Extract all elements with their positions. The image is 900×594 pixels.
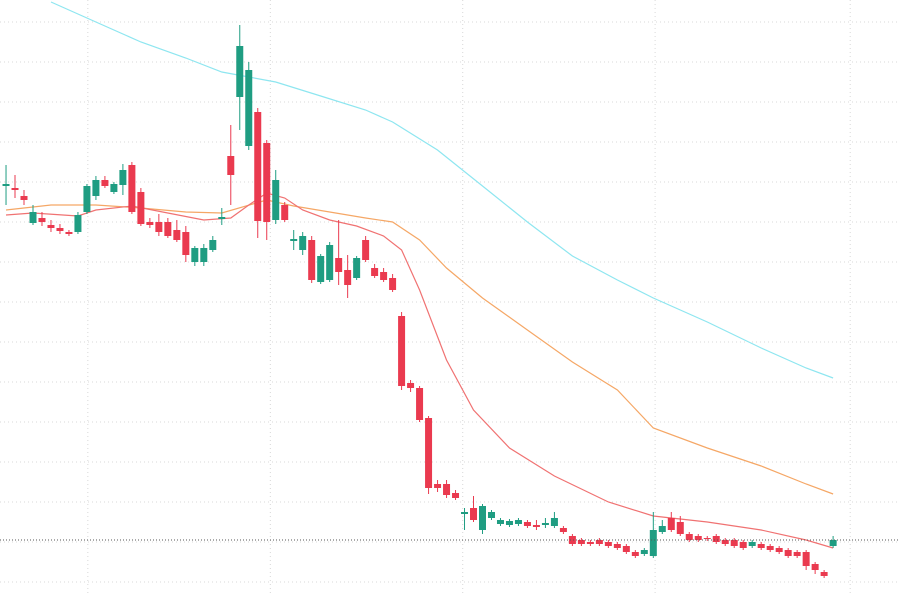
candle-body [559,528,567,532]
candle-body [182,232,190,255]
candle-body [487,512,495,518]
candle-body [344,270,352,285]
candle-body [254,112,262,221]
candle-body [290,239,298,241]
candle-body [739,542,747,548]
candle-body [802,552,810,566]
candle-body [191,248,199,262]
candle-body [173,230,181,240]
candle-body [398,316,406,386]
candle-body [649,530,657,556]
candle-body [137,192,145,224]
candle-body [784,550,792,556]
candle-body [389,278,397,290]
candle-body [335,258,343,272]
candle-body [362,240,370,260]
candle-body [209,240,217,250]
candle-body [74,215,82,232]
candle-body [550,518,558,526]
candle-body [640,550,648,554]
candle-body [514,520,522,524]
candle-body [829,540,837,546]
candle-body [155,222,163,232]
candle-body [164,222,172,236]
candle-body [65,232,73,234]
candle-body [478,506,486,530]
candle-body [523,522,531,526]
candle-body [631,552,639,556]
candle-body [380,272,388,280]
candle-body [676,522,684,534]
candle-body [245,70,253,146]
candle-body [505,521,513,525]
candle-body [101,180,109,186]
moving-average-line [5,199,834,495]
candle-body [29,212,37,223]
candle-body [685,534,693,540]
candle-body [416,388,424,420]
candle-body [586,542,594,544]
candle-body [452,493,460,498]
candle-body [272,180,280,220]
candle-body [83,186,91,212]
candle-body [470,508,478,520]
candle-body [730,540,738,546]
candle-body [694,536,702,540]
candle-body [326,245,334,280]
candle-body [712,536,720,542]
candle-body [236,46,244,97]
candle-body [47,225,55,228]
candle-body [604,542,612,546]
candle-body [407,383,415,388]
candle-body [721,540,729,544]
candle-body [2,184,10,186]
candle-body [425,418,433,488]
candle-body [227,156,235,175]
candle-body [92,180,100,196]
moving-average-line [50,1,834,379]
candle-body [281,205,289,220]
candle-body [110,184,118,192]
candle-body [200,248,208,262]
candle-body [541,523,549,525]
candle-body [496,520,504,524]
candle-body [443,484,451,495]
moving-average-line [5,192,834,549]
candle-body [811,564,819,570]
candle-body [371,268,379,276]
candle-body [532,525,540,527]
candle-body [20,196,28,200]
candle-body [218,217,226,219]
candle-body [56,228,64,231]
candle-body [317,256,325,282]
candle-body [308,240,316,280]
candle-body [595,540,603,544]
candle-body [703,538,711,539]
candle-body [11,188,19,190]
candle-body [757,544,765,548]
candle-body [577,540,585,544]
candle-body [775,548,783,552]
candle-body [667,518,675,530]
candle-body [622,546,630,552]
candle-body [461,512,469,514]
candle-body [263,143,271,222]
candle-body [128,165,136,212]
candle-body [299,236,307,250]
candle-body [766,546,774,550]
candle-body [353,258,361,278]
candle-body [658,526,666,532]
candle-body [613,544,621,548]
candle-body [820,572,828,576]
candle-body [38,218,46,222]
candle-body [568,536,576,544]
candle-body [119,170,127,185]
candle-body [434,484,442,488]
candle-body [793,552,801,556]
candle-body [748,542,756,546]
candle-body [146,222,154,225]
